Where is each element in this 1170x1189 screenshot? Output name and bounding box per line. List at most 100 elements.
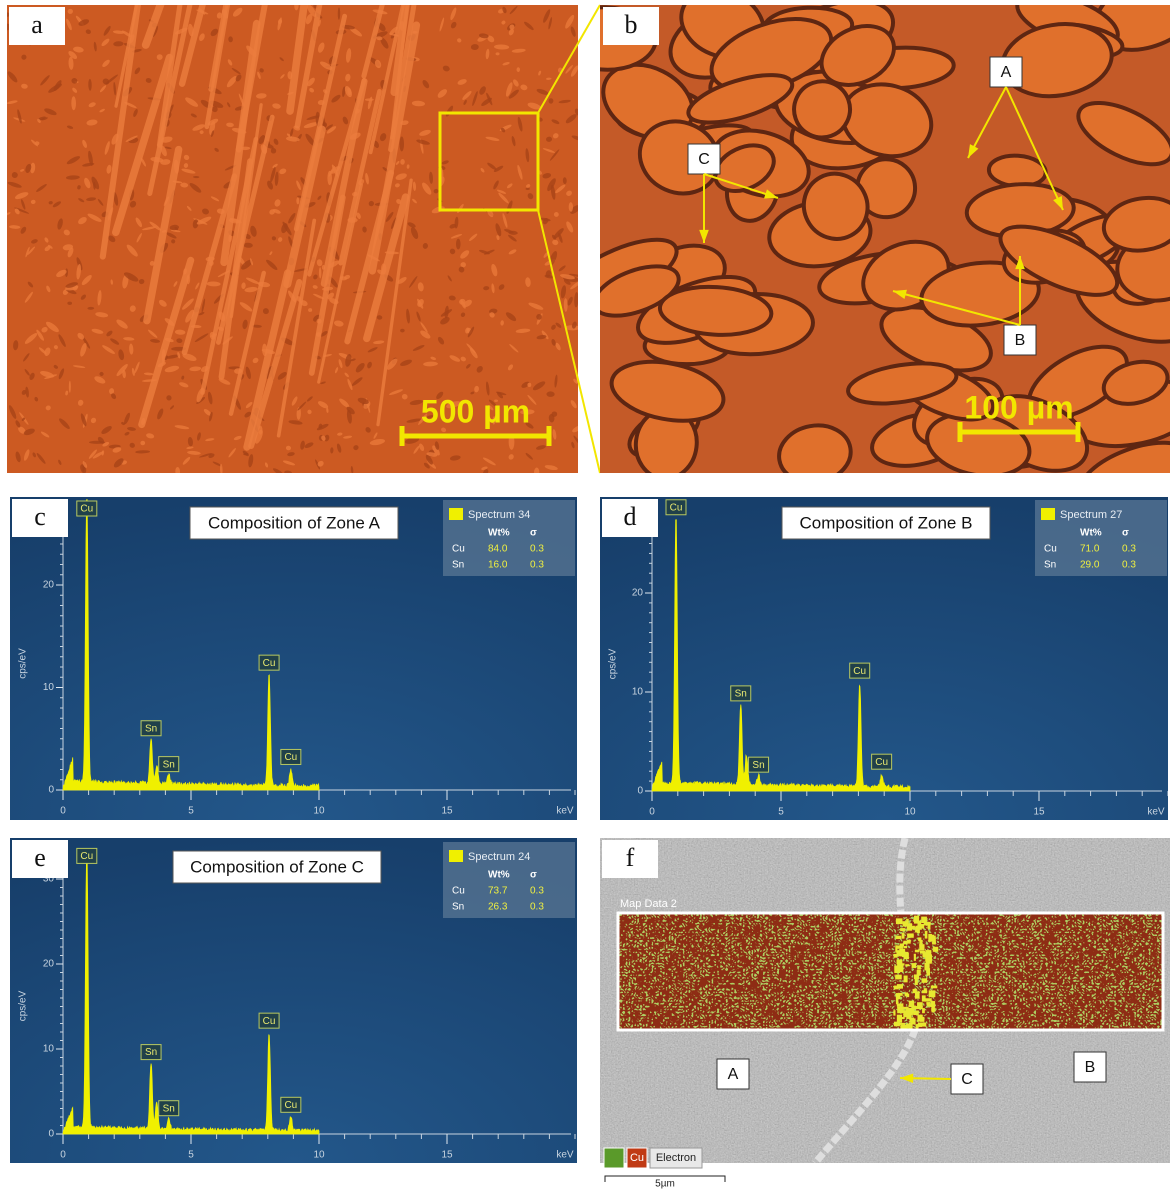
marker-label: A [728, 1066, 739, 1083]
sn-rich [898, 1023, 905, 1025]
table-cell: 73.7 [488, 886, 508, 897]
sn-rich [921, 917, 927, 923]
sn-rich [902, 933, 905, 939]
y-tick-label: 10 [43, 682, 55, 693]
y-axis-label: cps/eV [18, 648, 29, 679]
sn-rich [897, 984, 903, 989]
sn-rich [908, 1005, 912, 1007]
sn-rich [913, 1011, 919, 1016]
table-header: Wt% [488, 870, 510, 881]
sn-rich [897, 964, 903, 971]
sn-rich [925, 998, 932, 1001]
sn-rich [906, 1015, 911, 1019]
marker-label: A [1001, 64, 1012, 81]
y-tick-label: 0 [48, 1129, 54, 1140]
dendrite [157, 54, 163, 60]
table-header: σ [1122, 528, 1129, 539]
sn-rich [907, 933, 914, 937]
sn-rich [903, 921, 909, 926]
panel-label: c [34, 502, 46, 531]
sn-rich [896, 936, 902, 939]
table-cell: 16.0 [488, 560, 508, 571]
sn-rich [926, 958, 928, 964]
sn-rich [914, 1006, 919, 1009]
scale-bar-label: 5µm [655, 1179, 675, 1189]
y-tick-label: 20 [43, 580, 55, 591]
sn-rich [900, 928, 905, 931]
sn-rich [922, 1008, 925, 1013]
table-cell: 71.0 [1080, 544, 1100, 555]
x-tick-label: 15 [1033, 807, 1045, 818]
sn-rich [920, 1017, 924, 1022]
sn-rich [897, 1015, 902, 1023]
table-header: Wt% [1080, 528, 1102, 539]
x-tick-label: 10 [313, 1150, 325, 1161]
dendrite [546, 391, 554, 397]
peak-label: Cu [80, 504, 93, 515]
peak-label: Sn [735, 689, 747, 700]
sn-rich [920, 1022, 926, 1026]
marker-label: B [1015, 332, 1026, 349]
table-cell: Cu [452, 544, 465, 555]
table-cell: 0.3 [530, 886, 544, 897]
x-tick-label: 0 [60, 1150, 66, 1161]
sn-rich [917, 970, 921, 975]
marker-label: C [698, 151, 710, 168]
spectrum-title: Composition of Zone B [800, 513, 973, 532]
sn-rich [905, 964, 909, 966]
table-cell: 0.3 [530, 560, 544, 571]
sn-rich [896, 998, 898, 1004]
peak-label: Sn [145, 1047, 157, 1058]
legend-name: Spectrum 34 [468, 509, 530, 521]
panel-label: a [31, 10, 43, 39]
legend-swatch [449, 850, 463, 862]
scale-bar-label: 500 µm [421, 393, 530, 429]
sn-rich [922, 995, 926, 1001]
legend-swatch [1041, 508, 1055, 520]
y-tick-label: 20 [43, 959, 55, 970]
peak-label: Sn [752, 760, 764, 771]
peak-label: Cu [263, 1016, 276, 1027]
sn-rich [907, 994, 909, 998]
panel-label: f [626, 843, 635, 872]
spectrum-title: Composition of Zone C [190, 857, 364, 876]
table-cell: 26.3 [488, 902, 508, 913]
panel-label: d [624, 502, 637, 531]
legend-swatch [604, 1148, 624, 1168]
x-tick-label: 5 [188, 806, 194, 817]
x-tick-label: 10 [904, 807, 916, 818]
sn-rich [914, 974, 919, 979]
x-tick-label: 15 [441, 806, 453, 817]
table-cell: 0.3 [530, 544, 544, 555]
legend-label: Cu [630, 1152, 644, 1164]
sn-rich [903, 1007, 909, 1009]
sn-rich [931, 986, 938, 989]
table-cell: Sn [1044, 560, 1056, 571]
y-tick-label: 0 [48, 785, 54, 796]
peak-label: Cu [284, 1100, 297, 1111]
table-header: σ [530, 870, 537, 881]
peak-label: Sn [163, 759, 175, 770]
sn-rich [922, 978, 927, 982]
sn-rich [900, 943, 904, 946]
sn-rich [925, 950, 931, 955]
sn-rich [904, 976, 908, 983]
peak-label: Cu [80, 851, 93, 862]
table-cell: 29.0 [1080, 560, 1100, 571]
x-tick-label: 0 [649, 807, 655, 818]
table-cell: Sn [452, 902, 464, 913]
marker-label: C [961, 1071, 973, 1088]
y-tick-label: 10 [43, 1044, 55, 1055]
table-cell: Cu [452, 886, 465, 897]
sn-rich [912, 926, 915, 930]
y-tick-label: 20 [632, 588, 644, 599]
sn-rich [915, 979, 918, 985]
dendrite [400, 329, 405, 333]
sn-rich [923, 952, 926, 957]
x-unit: keV [1147, 807, 1165, 818]
sn-rich [913, 989, 917, 993]
table-cell: 0.3 [1122, 544, 1136, 555]
table-cell: 0.3 [530, 902, 544, 913]
element-map-noise [618, 913, 1163, 1030]
dendrite [67, 302, 72, 305]
